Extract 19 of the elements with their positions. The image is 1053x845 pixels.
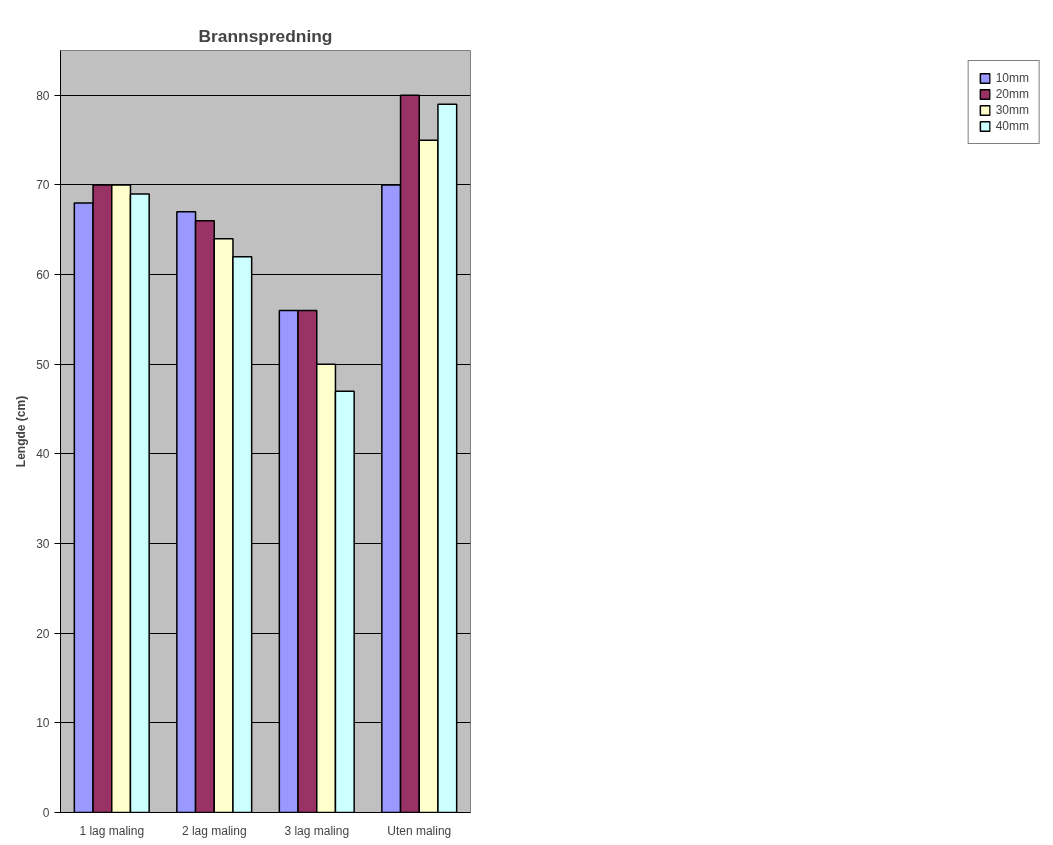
y-tick-label: 10 bbox=[36, 716, 50, 731]
y-tick-label: 0 bbox=[42, 806, 50, 820]
legend-label: 40mm bbox=[995, 119, 1029, 133]
y-axis-title: Lengde (cm) bbox=[14, 395, 29, 468]
legend-label: 30mm bbox=[995, 103, 1029, 117]
x-tick-label: 1 lag maling bbox=[79, 823, 145, 838]
legend-label: 20mm bbox=[995, 87, 1029, 101]
x-tick-label: Uten maling bbox=[387, 823, 452, 838]
y-tick-label: 80 bbox=[36, 88, 50, 103]
x-tick-label: 3 lag maling bbox=[284, 823, 350, 838]
legend-label: 10mm bbox=[995, 71, 1029, 85]
y-tick-label: 70 bbox=[36, 178, 50, 193]
y-tick-label: 50 bbox=[36, 357, 50, 372]
y-tick-label: 60 bbox=[36, 268, 50, 283]
y-tick-label: 20 bbox=[36, 626, 50, 641]
x-tick-label: 2 lag maling bbox=[181, 823, 247, 838]
chart-title: Brannspredning bbox=[198, 25, 333, 46]
y-tick-label: 40 bbox=[36, 447, 50, 462]
y-tick-label: 30 bbox=[36, 537, 50, 552]
